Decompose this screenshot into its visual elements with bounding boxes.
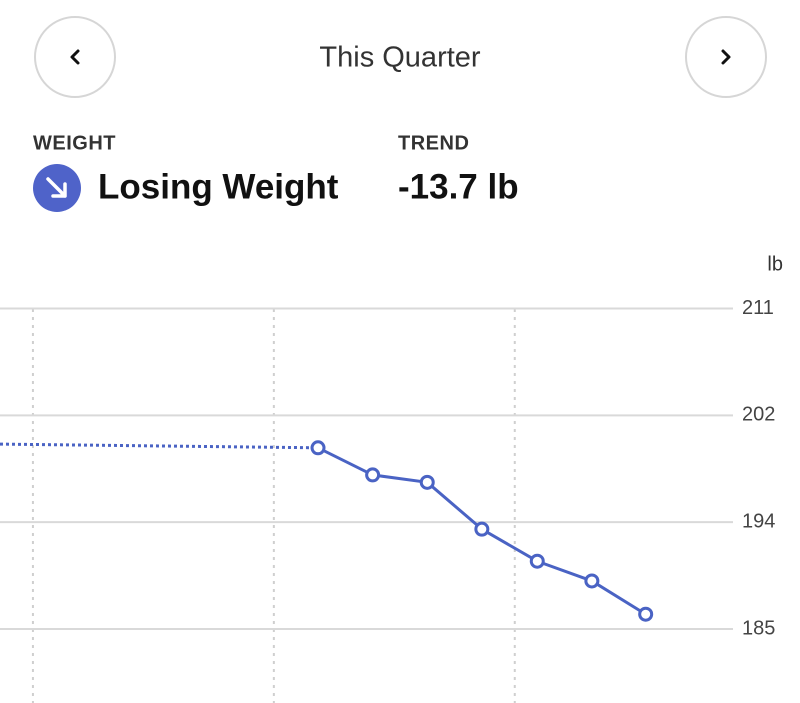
data-point [310,440,326,456]
prev-button[interactable] [34,16,116,98]
next-button-circle[interactable] [685,16,767,98]
trend-value: -13.7 lb [398,167,519,206]
y-tick-label: 194 [742,510,775,532]
prev-chevron[interactable] [70,49,80,65]
weight-label: WEIGHT [33,132,116,154]
data-point [365,467,381,483]
data-point [474,521,490,537]
status-arrow [46,177,67,198]
prev-button-circle[interactable] [34,16,116,98]
y-tick-label: 211 [742,297,774,319]
status: Losing Weight [98,167,339,206]
next-button[interactable] [685,16,767,98]
y-tick-label: 185 [742,617,775,639]
data-point [584,573,600,589]
data-point [419,474,435,490]
trend-label: TREND [398,132,469,154]
y-tick-label: 202 [742,404,775,426]
y-unit-label: lb [767,253,783,275]
next-chevron[interactable] [721,49,731,65]
trend-line [0,442,319,450]
data-point [529,553,545,569]
period-title: This Quarter [319,42,480,74]
data-point [638,606,654,622]
